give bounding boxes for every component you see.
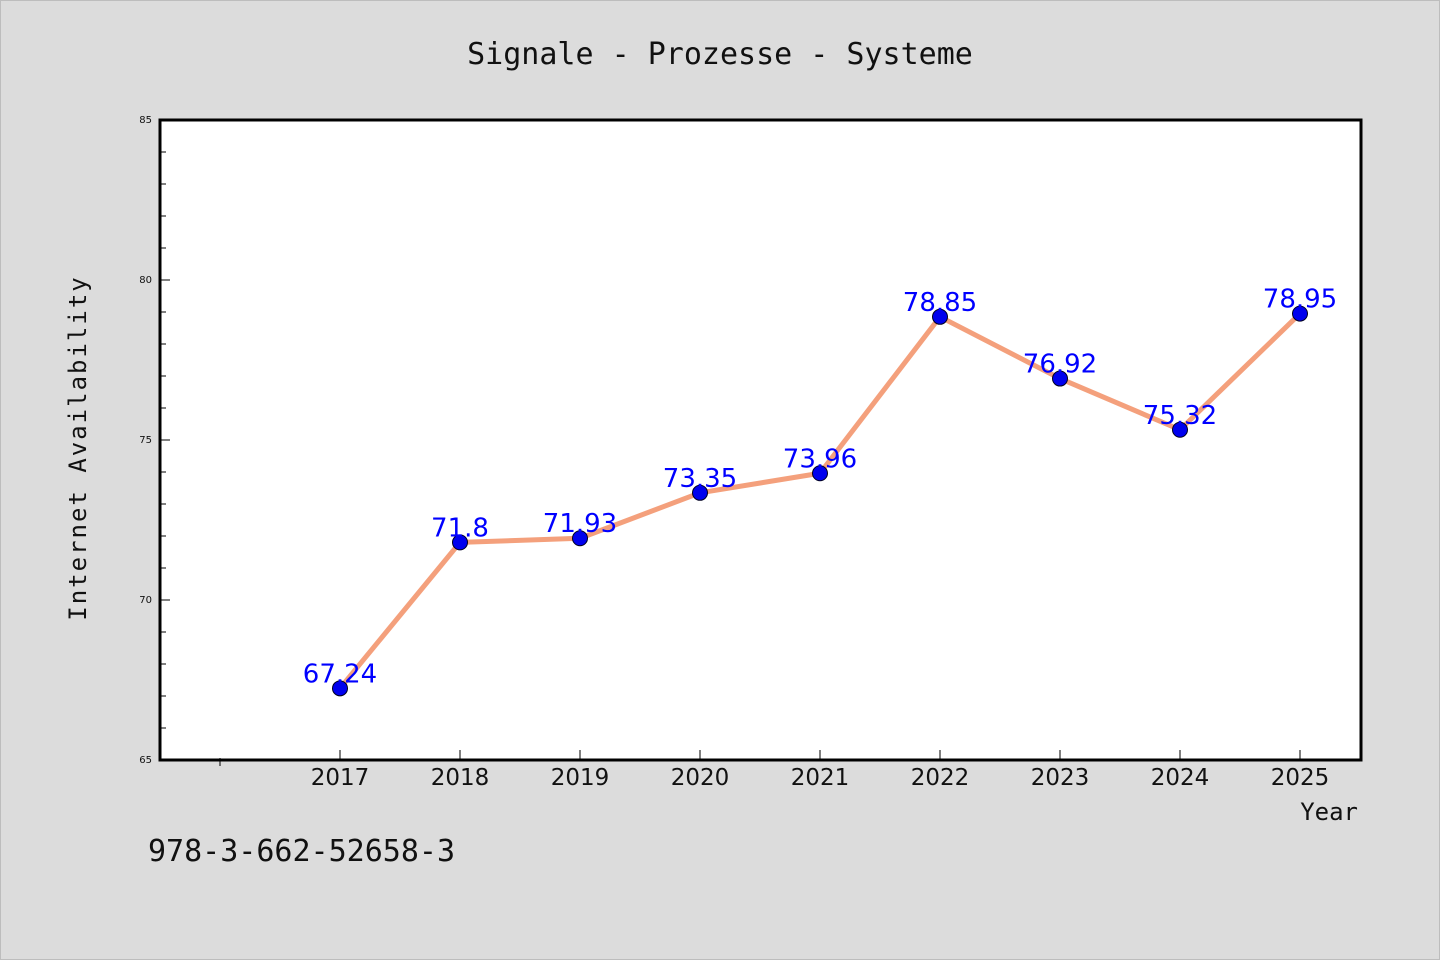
- plot-area: [158, 118, 1363, 762]
- data-markers: [332, 305, 1308, 697]
- data-point: [572, 530, 588, 547]
- data-label: 71.93: [543, 509, 617, 539]
- data-label: 67.24: [303, 659, 377, 689]
- y-axis-label: Internet Availability: [64, 275, 92, 620]
- data-point: [932, 308, 948, 325]
- y-axis: 65 70 75 80 85: [139, 115, 170, 766]
- y-tick-label: 65: [139, 755, 152, 766]
- data-label: 73.96: [783, 444, 857, 474]
- x-tick-label: 2017: [311, 765, 370, 791]
- chart-title: Signale - Prozesse - Systeme: [467, 37, 973, 72]
- x-tick-label: 2024: [1151, 765, 1210, 791]
- x-tick-label: 2019: [551, 765, 610, 791]
- y-tick-label: 85: [139, 115, 152, 126]
- x-tick-label: 2025: [1271, 765, 1330, 791]
- data-point: [812, 465, 828, 482]
- x-tick-label: 2023: [1031, 765, 1090, 791]
- y-tick-label: 70: [139, 595, 152, 606]
- x-tick-label: 2022: [911, 765, 970, 791]
- data-point: [452, 534, 468, 551]
- data-point: [692, 484, 708, 501]
- data-label: 76.92: [1023, 350, 1097, 380]
- x-tick-label: 2018: [431, 765, 490, 791]
- data-point: [1172, 421, 1188, 438]
- data-point: [332, 680, 348, 697]
- x-axis-label: Year: [1300, 798, 1358, 826]
- data-labels: 67.24 71.8 71.93 73.35 73.96 78.85 76.92 75.32 7…: [303, 285, 1337, 690]
- data-label: 75.32: [1143, 401, 1217, 431]
- isbn-code: 978-3-662-52658-3: [148, 834, 456, 869]
- x-axis: 2017 2018 2019 2020 2021 2022 2023 2024 2025: [219, 750, 1330, 791]
- x-tick-label: 2021: [791, 765, 850, 791]
- data-label: 78.95: [1263, 285, 1337, 315]
- data-label: 73.35: [663, 464, 737, 494]
- data-label: 78.85: [903, 288, 977, 318]
- x-tick-label: 2020: [671, 765, 730, 791]
- data-label: 71.8: [431, 513, 489, 543]
- y-tick-label: 75: [139, 435, 152, 446]
- y-tick-label: 80: [139, 275, 152, 286]
- data-point: [1052, 370, 1068, 387]
- data-point: [1292, 305, 1308, 322]
